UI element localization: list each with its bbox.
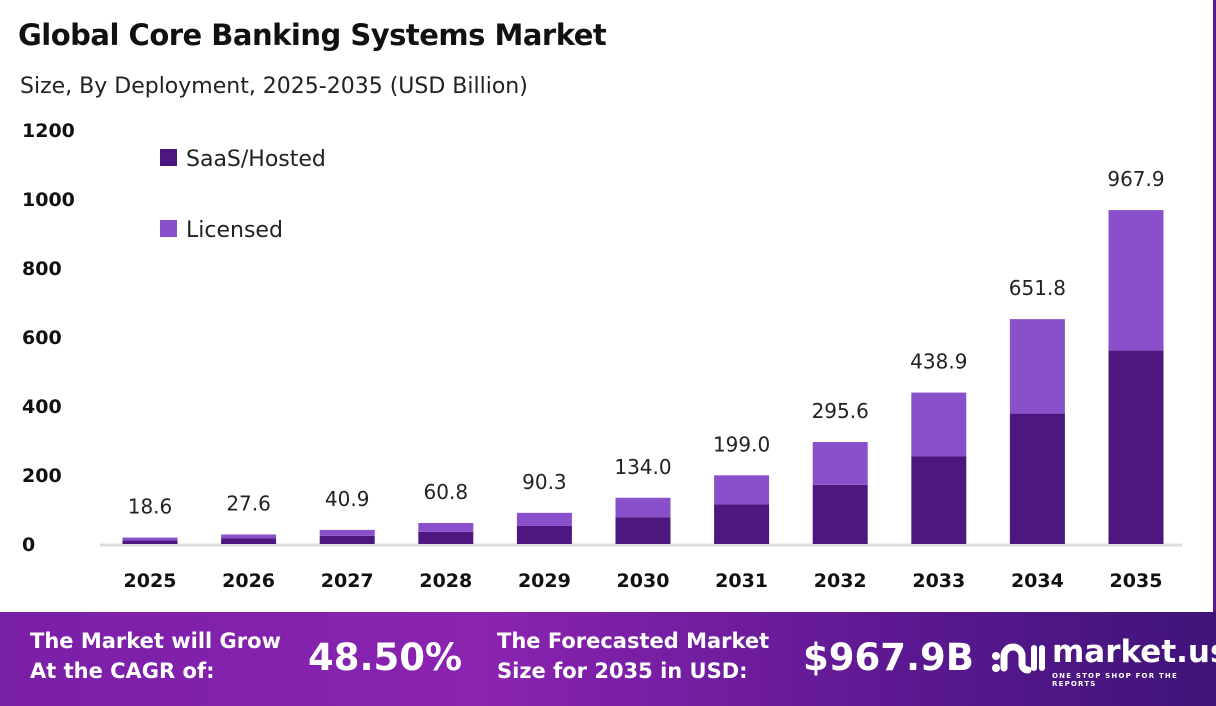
bar-licensed-2027 bbox=[319, 529, 375, 536]
y-tick-label: 1000 bbox=[22, 189, 75, 211]
bar-licensed-2029 bbox=[516, 512, 572, 526]
bar-licensed-2034 bbox=[1009, 319, 1065, 414]
x-tick-label: 2030 bbox=[617, 570, 670, 592]
y-tick-label: 400 bbox=[22, 396, 62, 418]
bar-saas-2035 bbox=[1108, 350, 1164, 544]
x-tick-label: 2029 bbox=[518, 570, 571, 592]
total-label-2028: 60.8 bbox=[424, 480, 469, 504]
cagr-label: The Market will Grow At the CAGR of: bbox=[30, 626, 281, 686]
forecast-label: The Forecasted Market Size for 2035 in US… bbox=[497, 626, 769, 686]
logo-tagline: ONE STOP SHOP FOR THE REPORTS bbox=[1052, 672, 1178, 688]
x-tick-label: 2026 bbox=[222, 570, 275, 592]
bar-saas-2027 bbox=[319, 535, 375, 544]
x-tick-label: 2035 bbox=[1110, 570, 1163, 592]
y-tick-label: 0 bbox=[22, 534, 35, 556]
forecast-label-line2: Size for 2035 in USD: bbox=[497, 659, 748, 683]
legend-label: SaaS/Hosted bbox=[186, 147, 326, 172]
bar-licensed-2032 bbox=[812, 442, 868, 485]
forecast-value: $967.9B bbox=[803, 636, 974, 679]
x-tick-label: 2028 bbox=[419, 570, 472, 592]
bar-licensed-2033 bbox=[911, 392, 967, 457]
total-label-2032: 295.6 bbox=[812, 399, 869, 423]
bar-saas-2031 bbox=[714, 504, 770, 544]
total-label-2025: 18.6 bbox=[128, 495, 173, 519]
cagr-label-line2: At the CAGR of: bbox=[30, 659, 215, 683]
legend-label: Licensed bbox=[186, 218, 283, 243]
x-tick-label: 2027 bbox=[321, 570, 374, 592]
cagr-label-line1: The Market will Grow bbox=[30, 629, 281, 653]
bar-licensed-2030 bbox=[615, 497, 671, 518]
y-tick-label: 200 bbox=[22, 465, 62, 487]
total-label-2030: 134.0 bbox=[614, 455, 671, 479]
bar-licensed-2035 bbox=[1108, 210, 1164, 351]
bar-saas-2026 bbox=[221, 538, 277, 544]
legend-swatch-saas bbox=[160, 149, 177, 166]
total-label-2034: 651.8 bbox=[1009, 276, 1066, 300]
footer-banner: The Market will Grow At the CAGR of: 48.5… bbox=[0, 612, 1216, 706]
x-tick-label: 2033 bbox=[912, 570, 965, 592]
total-label-2033: 438.9 bbox=[910, 350, 967, 374]
bar-saas-2033 bbox=[911, 456, 967, 544]
bar-saas-2025 bbox=[122, 540, 178, 544]
forecast-label-line1: The Forecasted Market bbox=[497, 629, 770, 653]
x-tick-label: 2032 bbox=[814, 570, 867, 592]
market-us-logo-icon bbox=[992, 643, 1045, 674]
bar-saas-2034 bbox=[1009, 413, 1065, 544]
y-tick-label: 600 bbox=[22, 327, 62, 349]
bar-licensed-2031 bbox=[714, 475, 770, 505]
logo-text: market.us bbox=[1052, 634, 1216, 670]
bar-licensed-2026 bbox=[221, 534, 277, 539]
total-label-2026: 27.6 bbox=[226, 491, 271, 515]
total-label-2027: 40.9 bbox=[325, 487, 370, 511]
legend-swatch-licensed bbox=[160, 220, 177, 237]
bar-saas-2029 bbox=[516, 525, 572, 544]
chart-title: Global Core Banking Systems Market bbox=[18, 18, 607, 52]
x-tick-label: 2031 bbox=[715, 570, 768, 592]
chart-subtitle: Size, By Deployment, 2025-2035 (USD Bill… bbox=[20, 74, 528, 99]
cagr-value: 48.50% bbox=[308, 636, 463, 679]
y-tick-label: 1200 bbox=[22, 120, 75, 142]
total-label-2029: 90.3 bbox=[522, 470, 567, 494]
bar-saas-2032 bbox=[812, 484, 868, 544]
x-tick-label: 2034 bbox=[1011, 570, 1064, 592]
bar-licensed-2025 bbox=[122, 537, 178, 541]
chart: 0 200 400 600 800 1000 1200 18.6 2025 27.6 2026 40.… bbox=[22, 120, 1182, 592]
bar-saas-2030 bbox=[615, 517, 671, 544]
y-tick-label: 800 bbox=[22, 258, 62, 280]
bar-licensed-2028 bbox=[418, 523, 474, 532]
total-label-2035: 967.9 bbox=[1107, 167, 1164, 191]
total-label-2031: 199.0 bbox=[713, 432, 770, 456]
bar-saas-2028 bbox=[418, 531, 474, 544]
x-tick-label: 2025 bbox=[124, 570, 177, 592]
